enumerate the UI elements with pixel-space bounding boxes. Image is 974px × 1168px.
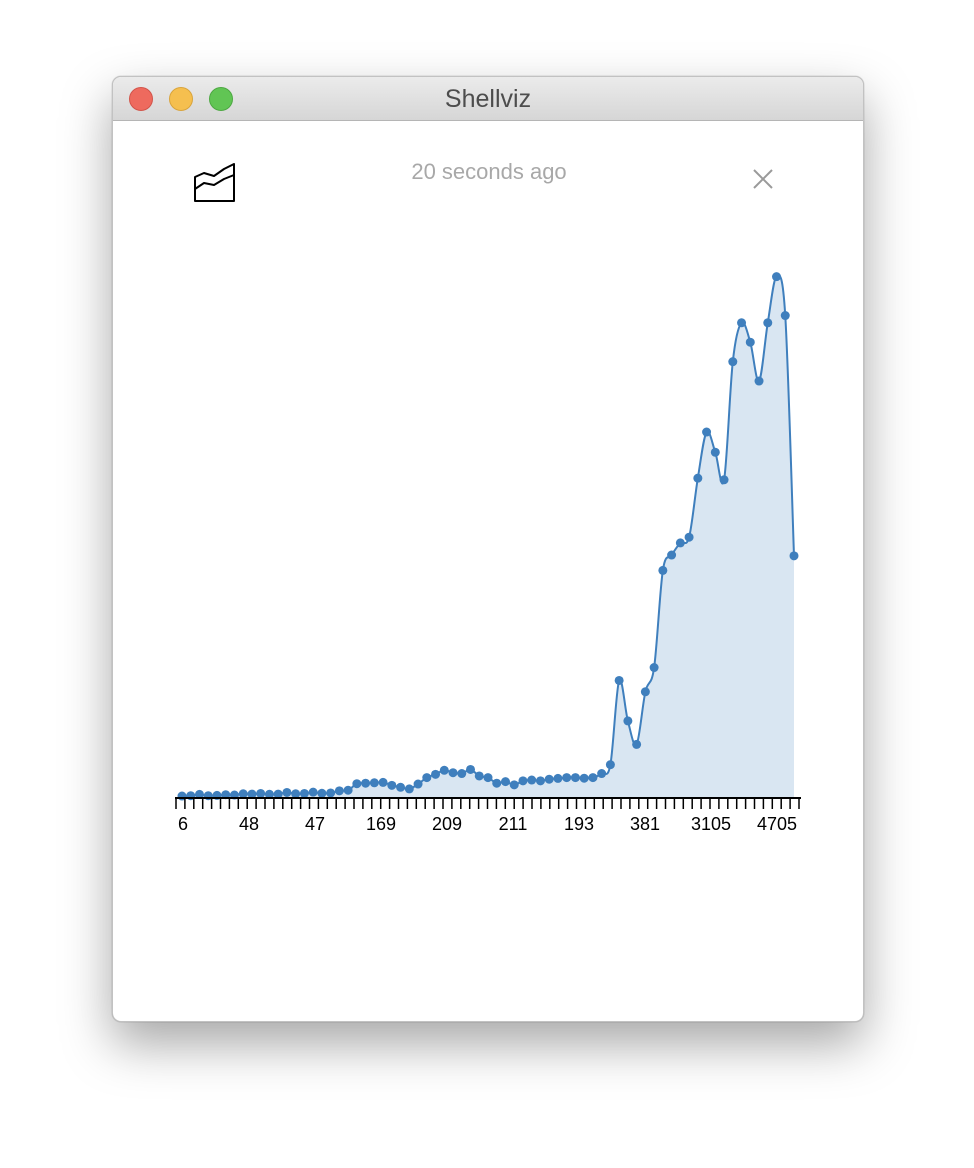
data-point bbox=[728, 357, 738, 367]
timestamp: 20 seconds ago bbox=[411, 159, 567, 184]
window-minimize-button[interactable] bbox=[169, 87, 193, 111]
data-point bbox=[667, 550, 677, 560]
series-area bbox=[182, 275, 794, 797]
viz-panel: 6 48 47 169 209 211 193 381 3105 4705 20 seconds … bbox=[113, 121, 863, 1021]
data-point bbox=[194, 789, 204, 799]
x-tick-label: 4705 bbox=[757, 814, 797, 834]
data-point bbox=[439, 765, 449, 775]
data-point bbox=[658, 565, 668, 575]
data-point bbox=[640, 687, 650, 697]
data-point bbox=[675, 538, 685, 548]
data-point bbox=[369, 778, 379, 788]
data-point bbox=[737, 318, 747, 328]
data-point bbox=[684, 532, 694, 542]
x-tick-label: 3105 bbox=[691, 814, 731, 834]
data-point bbox=[238, 789, 248, 799]
data-point bbox=[317, 788, 327, 798]
data-point bbox=[256, 788, 266, 798]
data-point bbox=[702, 427, 712, 437]
window-title: Shellviz bbox=[444, 85, 532, 113]
data-point bbox=[483, 773, 493, 783]
data-point bbox=[431, 769, 441, 779]
x-tick-label: 48 bbox=[239, 814, 259, 834]
data-point bbox=[544, 774, 554, 784]
title-bar[interactable]: Shellviz bbox=[113, 77, 863, 121]
data-point bbox=[588, 773, 598, 783]
window-zoom-button[interactable] bbox=[209, 87, 233, 111]
data-point bbox=[649, 663, 659, 673]
area-chart: 6 48 47 169 209 211 193 381 3105 4705 bbox=[175, 272, 801, 834]
data-point bbox=[396, 782, 406, 792]
data-point bbox=[361, 778, 371, 788]
data-point bbox=[291, 789, 301, 799]
data-point bbox=[789, 551, 799, 561]
data-point bbox=[352, 779, 362, 789]
x-tick-label: 209 bbox=[432, 814, 462, 834]
data-point bbox=[745, 337, 755, 347]
data-point bbox=[754, 376, 764, 386]
data-point bbox=[308, 787, 318, 797]
data-point bbox=[334, 786, 344, 796]
area-chart-icon[interactable] bbox=[194, 163, 236, 203]
data-point bbox=[500, 777, 510, 787]
x-tick-label: 47 bbox=[305, 814, 325, 834]
data-point bbox=[457, 769, 467, 779]
data-point bbox=[404, 784, 414, 794]
data-point bbox=[387, 780, 397, 790]
data-point bbox=[422, 773, 432, 783]
data-point bbox=[623, 716, 633, 726]
data-point bbox=[299, 788, 309, 798]
data-point bbox=[466, 764, 476, 774]
data-point bbox=[719, 475, 729, 485]
x-tick-label: 169 bbox=[366, 814, 396, 834]
data-point bbox=[474, 771, 484, 781]
close-icon[interactable] bbox=[751, 167, 775, 191]
data-point bbox=[527, 775, 537, 785]
data-point bbox=[273, 789, 283, 799]
data-point bbox=[780, 311, 790, 321]
app-window: Shellviz 6 48 47 169 209 211 193 381 3105 4705 20… bbox=[112, 76, 864, 1022]
data-point bbox=[535, 776, 545, 786]
data-point bbox=[597, 769, 607, 779]
data-point bbox=[413, 779, 423, 789]
data-point bbox=[518, 776, 528, 786]
data-point bbox=[343, 785, 353, 795]
data-point bbox=[562, 773, 572, 783]
x-tick-label: 211 bbox=[499, 814, 528, 834]
x-tick-label: 6 bbox=[178, 814, 188, 834]
data-point bbox=[710, 447, 720, 457]
data-point bbox=[326, 788, 336, 798]
data-point bbox=[282, 787, 292, 797]
window-close-button[interactable] bbox=[129, 87, 153, 111]
data-point bbox=[763, 318, 773, 328]
data-point bbox=[772, 272, 782, 282]
data-point bbox=[509, 780, 519, 790]
data-point bbox=[247, 789, 257, 799]
data-point bbox=[264, 789, 274, 799]
data-point bbox=[693, 473, 703, 483]
data-point bbox=[378, 777, 388, 787]
data-point bbox=[605, 760, 615, 770]
data-point bbox=[448, 768, 458, 778]
data-point bbox=[632, 739, 642, 749]
data-point bbox=[614, 675, 624, 685]
x-tick-label: 193 bbox=[564, 814, 594, 834]
data-point bbox=[492, 778, 502, 788]
x-tick-label: 381 bbox=[630, 814, 660, 834]
data-point bbox=[221, 790, 231, 800]
data-point bbox=[579, 773, 589, 783]
data-point bbox=[553, 773, 563, 783]
data-point bbox=[570, 773, 580, 783]
